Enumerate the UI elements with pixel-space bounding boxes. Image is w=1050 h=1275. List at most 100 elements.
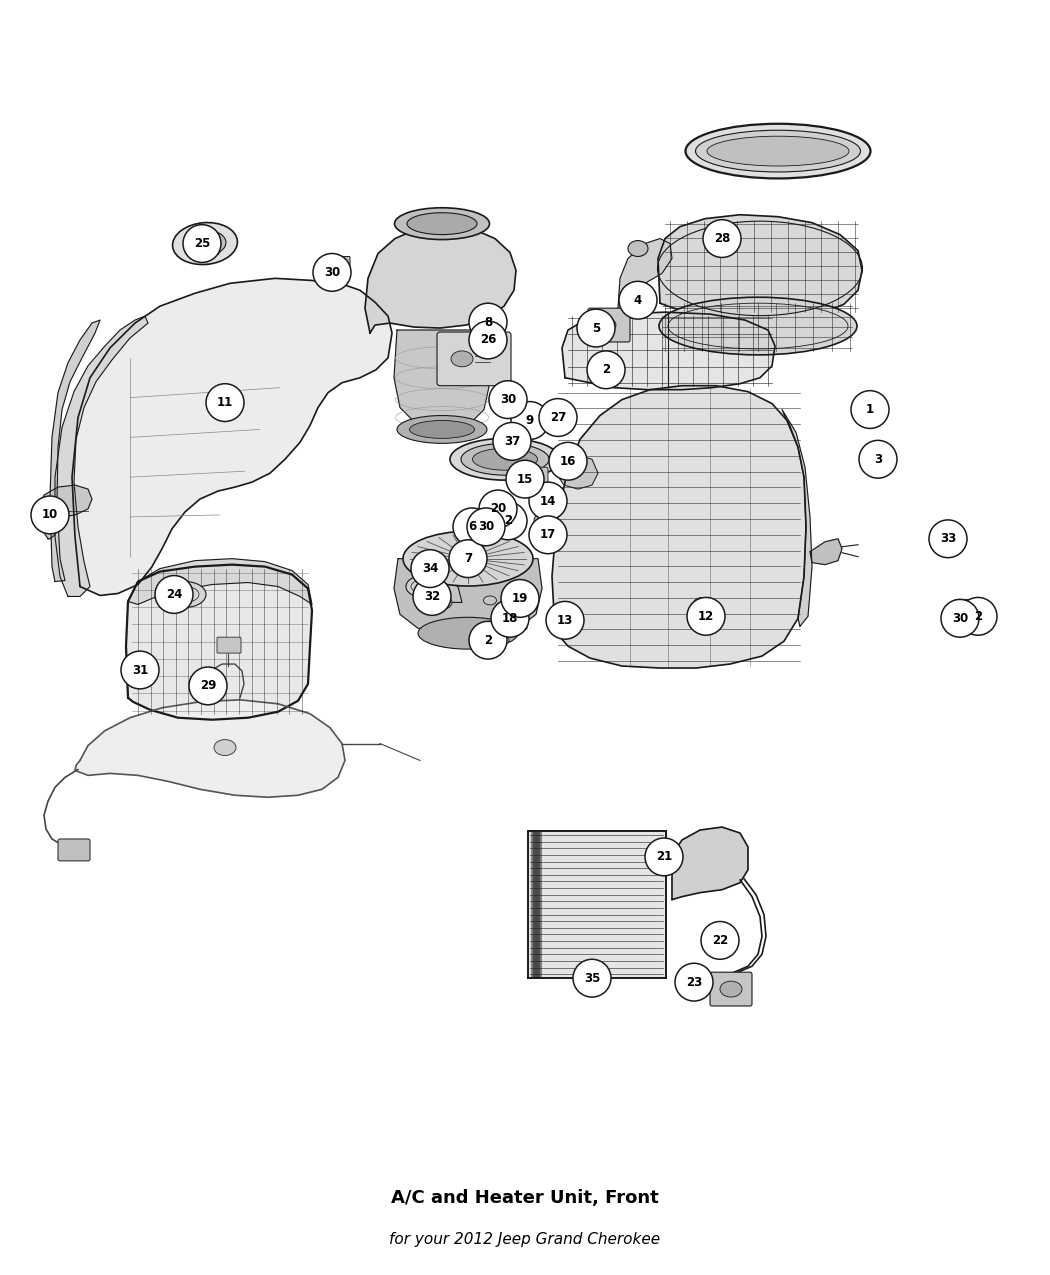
- Ellipse shape: [483, 595, 497, 604]
- Circle shape: [469, 621, 507, 659]
- Polygon shape: [75, 700, 345, 797]
- Text: 2: 2: [602, 363, 610, 376]
- Text: 2: 2: [504, 514, 512, 528]
- Circle shape: [539, 399, 578, 436]
- Text: 21: 21: [656, 850, 672, 863]
- Ellipse shape: [452, 351, 472, 367]
- Ellipse shape: [720, 982, 742, 997]
- Polygon shape: [425, 581, 462, 602]
- Polygon shape: [562, 312, 775, 390]
- Ellipse shape: [403, 532, 533, 586]
- Text: 31: 31: [132, 663, 148, 677]
- Polygon shape: [618, 238, 672, 317]
- Polygon shape: [552, 386, 806, 668]
- Circle shape: [413, 578, 452, 616]
- Text: 16: 16: [560, 455, 576, 468]
- Text: 9: 9: [526, 414, 534, 427]
- Text: 29: 29: [200, 680, 216, 692]
- Polygon shape: [55, 316, 148, 597]
- Polygon shape: [782, 409, 812, 626]
- FancyBboxPatch shape: [522, 467, 548, 490]
- Text: 22: 22: [712, 933, 728, 947]
- Circle shape: [411, 550, 449, 588]
- Text: 18: 18: [502, 612, 519, 625]
- Text: 19: 19: [511, 592, 528, 604]
- Ellipse shape: [503, 440, 517, 450]
- Ellipse shape: [450, 439, 560, 481]
- FancyBboxPatch shape: [217, 638, 242, 653]
- Ellipse shape: [450, 551, 486, 566]
- Ellipse shape: [184, 231, 226, 256]
- Circle shape: [578, 309, 615, 347]
- Circle shape: [941, 599, 979, 638]
- Circle shape: [549, 442, 587, 481]
- FancyBboxPatch shape: [528, 831, 666, 978]
- Text: 10: 10: [42, 509, 58, 521]
- Circle shape: [850, 390, 889, 428]
- FancyBboxPatch shape: [334, 256, 350, 274]
- Text: 7: 7: [464, 552, 473, 565]
- Circle shape: [573, 959, 611, 997]
- Circle shape: [511, 402, 549, 440]
- Text: 12: 12: [698, 609, 714, 622]
- Text: 13: 13: [556, 613, 573, 627]
- Circle shape: [489, 502, 527, 539]
- Circle shape: [189, 667, 227, 705]
- Polygon shape: [126, 565, 312, 719]
- Circle shape: [675, 963, 713, 1001]
- Ellipse shape: [397, 416, 487, 444]
- Circle shape: [929, 520, 967, 557]
- Ellipse shape: [410, 421, 475, 439]
- FancyBboxPatch shape: [437, 332, 511, 386]
- Circle shape: [959, 598, 998, 635]
- Text: 30: 30: [952, 612, 968, 625]
- Text: 2: 2: [974, 609, 982, 622]
- Circle shape: [469, 321, 507, 358]
- Circle shape: [121, 652, 159, 688]
- Text: 6: 6: [468, 520, 476, 533]
- Text: 37: 37: [504, 435, 520, 448]
- Circle shape: [32, 496, 69, 534]
- Polygon shape: [658, 214, 862, 323]
- Circle shape: [529, 482, 567, 520]
- Ellipse shape: [693, 598, 711, 611]
- Circle shape: [687, 598, 724, 635]
- Ellipse shape: [465, 542, 483, 556]
- Circle shape: [506, 460, 544, 499]
- Circle shape: [494, 422, 531, 460]
- Circle shape: [546, 602, 584, 639]
- Ellipse shape: [395, 208, 489, 240]
- Text: 27: 27: [550, 411, 566, 425]
- Circle shape: [501, 580, 539, 617]
- Circle shape: [469, 303, 507, 340]
- Text: for your 2012 Jeep Grand Cherokee: for your 2012 Jeep Grand Cherokee: [390, 1232, 660, 1247]
- Ellipse shape: [488, 509, 508, 525]
- Ellipse shape: [164, 581, 206, 607]
- Ellipse shape: [407, 213, 477, 235]
- Ellipse shape: [707, 136, 849, 166]
- Ellipse shape: [596, 362, 611, 374]
- Polygon shape: [394, 558, 542, 634]
- Ellipse shape: [602, 319, 616, 332]
- Text: 23: 23: [686, 975, 702, 988]
- Circle shape: [491, 599, 529, 638]
- Ellipse shape: [628, 241, 648, 256]
- Polygon shape: [394, 330, 490, 431]
- Circle shape: [489, 381, 527, 418]
- Text: A/C and Heater Unit, Front: A/C and Heater Unit, Front: [391, 1190, 659, 1207]
- Circle shape: [449, 539, 487, 578]
- Text: 1: 1: [866, 403, 874, 416]
- Text: 26: 26: [480, 334, 497, 347]
- Circle shape: [313, 254, 351, 291]
- Circle shape: [701, 922, 739, 959]
- FancyBboxPatch shape: [187, 235, 219, 255]
- Polygon shape: [128, 558, 312, 604]
- Text: 33: 33: [940, 532, 957, 546]
- Circle shape: [183, 224, 220, 263]
- FancyBboxPatch shape: [710, 973, 752, 1006]
- Ellipse shape: [659, 297, 857, 354]
- Ellipse shape: [406, 576, 434, 597]
- Circle shape: [620, 282, 657, 319]
- Text: 17: 17: [540, 528, 557, 542]
- Ellipse shape: [432, 595, 452, 609]
